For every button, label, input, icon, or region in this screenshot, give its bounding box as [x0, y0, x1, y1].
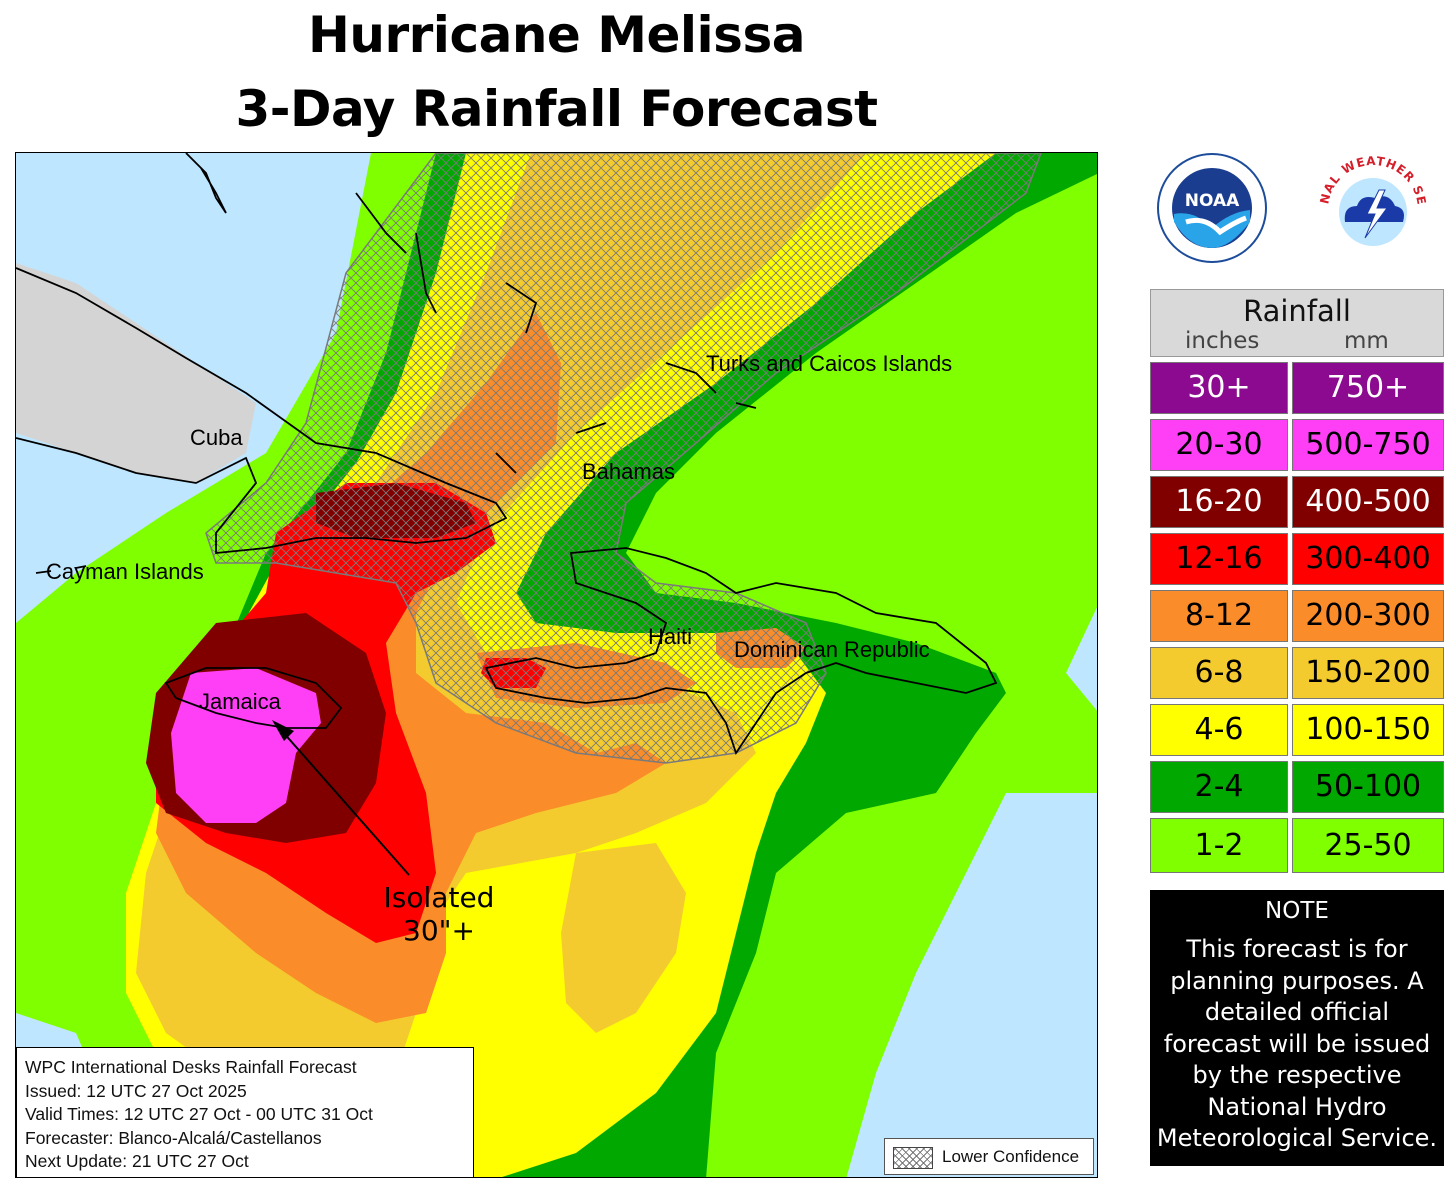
legend-cell-inches: 30+: [1150, 362, 1288, 414]
label-dominican-republic: Dominican Republic: [734, 637, 930, 662]
legend-cell-mm: 100-150: [1292, 704, 1444, 756]
map-title-line1: Hurricane Melissa: [308, 6, 805, 64]
info-next-update: Next Update: 21 UTC 27 Oct: [25, 1151, 249, 1171]
legend-cell-mm: 50-100: [1292, 761, 1444, 813]
annotation-line1: Isolated: [383, 881, 495, 914]
label-jamaica: Jamaica: [199, 689, 281, 714]
noaa-logo-text: NOAA: [1185, 191, 1240, 211]
hispaniola-coast: [484, 547, 998, 756]
legend-cell-mm: 25-50: [1292, 818, 1444, 873]
lower-confidence-legend: Lower Confidence: [884, 1138, 1094, 1175]
info-line1: WPC International Desks Rainfall Forecas…: [25, 1057, 357, 1077]
label-cuba: Cuba: [190, 425, 243, 450]
lower-confidence-area: [205, 153, 1042, 764]
legend-cell-inches: 20-30: [1150, 419, 1288, 471]
info-valid-times: Valid Times: 12 UTC 27 Oct - 00 UTC 31 O…: [25, 1104, 373, 1124]
annotation-line2: 30"+: [403, 914, 475, 947]
cuba-coast: [16, 267, 508, 554]
rainfall-map: Cuba Cayman Islands Jamaica Bahamas Turk…: [15, 152, 1098, 1178]
label-turks-and-caicos: Turks and Caicos Islands: [706, 351, 953, 376]
legend-title: Rainfall: [1243, 294, 1351, 328]
map-title-line2: 3-Day Rainfall Forecast: [235, 80, 879, 138]
lower-confidence-label: Lower Confidence: [942, 1147, 1080, 1166]
legend-cell-inches: 1-2: [1150, 818, 1288, 873]
note-text: This forecast is for planning purposes. …: [1156, 935, 1438, 1152]
legend-cell-inches: 4-6: [1150, 704, 1288, 756]
cayman-islands: [35, 565, 87, 574]
legend-header: Rainfall inches mm: [1150, 289, 1444, 357]
note-title: NOTE: [1265, 898, 1329, 924]
legend-cell-inches: 8-12: [1150, 590, 1288, 642]
legend-cell-mm: 500-750: [1292, 419, 1444, 471]
coastlines: [16, 153, 998, 756]
hatch-swatch: [893, 1147, 933, 1169]
legend-cell-mm: 400-500: [1292, 476, 1444, 528]
bahamas-islands: [355, 192, 757, 474]
florida-coast: [185, 153, 227, 214]
nws-logo: NATIONAL WEATHER SERVICE: [1307, 139, 1433, 275]
label-bahamas: Bahamas: [582, 459, 675, 484]
legend-cell-inches: 16-20: [1150, 476, 1288, 528]
legend-cell-inches: 6-8: [1150, 647, 1288, 699]
legend-cell-mm: 150-200: [1292, 647, 1444, 699]
jamaica-coast: [164, 667, 343, 729]
legend-cell-mm: 200-300: [1292, 590, 1444, 642]
legend-cell-mm: 750+: [1292, 362, 1444, 414]
legend-cell-mm: 300-400: [1292, 533, 1444, 585]
legend-cell-inches: 2-4: [1150, 761, 1288, 813]
info-forecaster: Forecaster: Blanco-Alcalá/Castellanos: [25, 1127, 322, 1148]
noaa-logo: NOAA: [1150, 152, 1274, 269]
legend-units-mm: mm: [1344, 328, 1389, 354]
legend-units-inches: inches: [1185, 328, 1260, 354]
forecast-info-box: WPC International Desks Rainfall Forecas…: [16, 1047, 474, 1177]
label-cayman-islands: Cayman Islands: [46, 559, 204, 584]
legend-cell-inches: 12-16: [1150, 533, 1288, 585]
isolated-annotation: Isolated 30"+: [364, 881, 514, 947]
info-issued: Issued: 12 UTC 27 Oct 2025: [25, 1080, 247, 1101]
rainfall-contours: [16, 153, 1097, 1177]
label-haiti: Haiti: [648, 624, 693, 649]
note-box: NOTE This forecast is for planning purpo…: [1150, 890, 1444, 1166]
contour-6-8-south: [561, 843, 686, 1033]
cuba-land: [16, 263, 256, 483]
